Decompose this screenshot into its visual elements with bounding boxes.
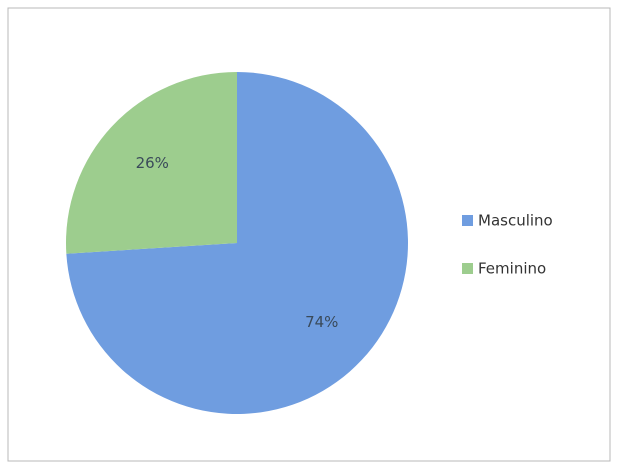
pie-slice <box>66 72 408 414</box>
legend-swatch <box>462 215 473 226</box>
slice-label: 74% <box>305 313 338 331</box>
legend-swatch <box>462 263 473 274</box>
legend-label: Masculino <box>478 212 553 230</box>
slice-label: 26% <box>136 154 169 172</box>
pie-slice <box>66 72 237 254</box>
legend-label: Feminino <box>478 260 546 278</box>
